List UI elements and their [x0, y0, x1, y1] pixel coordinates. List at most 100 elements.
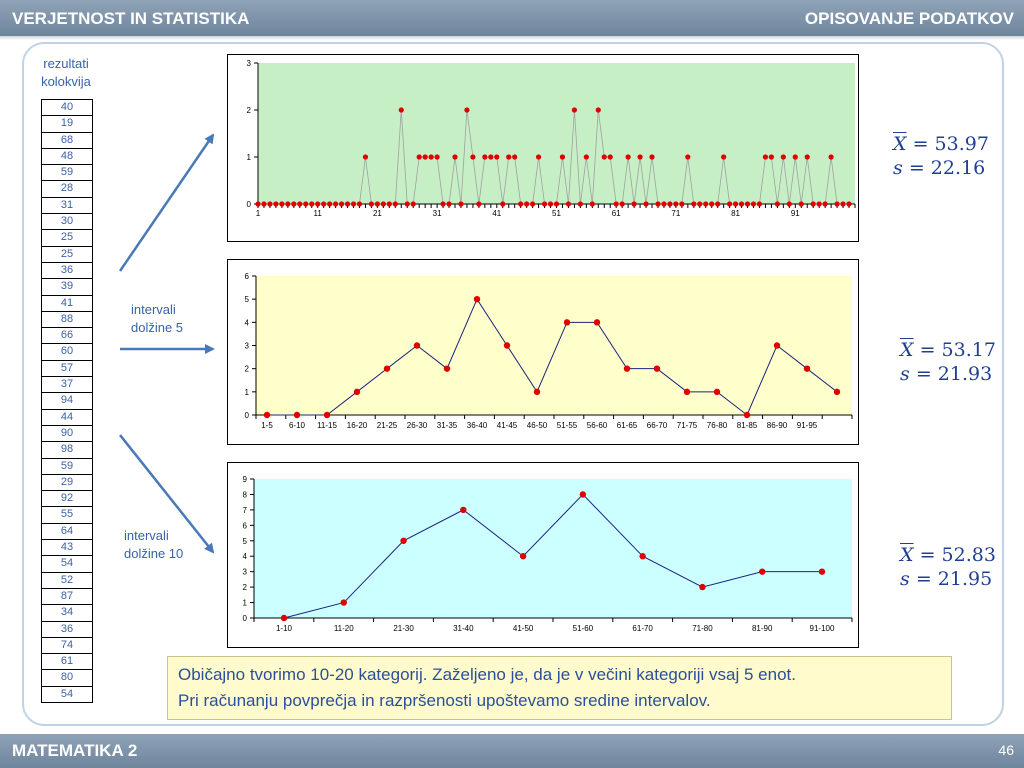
interval-5-chart-svg: 0 1 2 3 4 5 6 1-5 6-10 11-15 16-20 21-25 26-30 31-35 3… — [245, 272, 853, 430]
data-point — [293, 411, 301, 419]
x-tick-label: 6-10 — [289, 421, 306, 430]
x-tick-label: 81-90 — [752, 624, 773, 633]
bottom-bar: MATEMATIKA 2 46 — [0, 734, 1024, 768]
data-point — [494, 154, 500, 160]
result-cell: 43 — [42, 539, 92, 555]
mean-value-interval-10: = 52.83 — [919, 544, 996, 566]
y-tick-label: 4 — [243, 552, 248, 561]
course-title: VERJETNOST IN STATISTIKA — [12, 9, 250, 28]
x-tick-label: 51-60 — [573, 624, 594, 633]
y-tick-label: 1 — [247, 153, 252, 162]
sd-symbol-raw: s — [893, 157, 903, 179]
x-tick-label: 81 — [731, 209, 740, 218]
y-tick-label: 2 — [245, 365, 250, 374]
x-tick-label: 91-95 — [797, 421, 818, 430]
data-point — [512, 154, 518, 160]
result-cell: 54 — [42, 555, 92, 571]
section-title: OPISOVANJE PODATKOV — [804, 9, 1014, 28]
result-cell: 55 — [42, 506, 92, 522]
result-cell: 59 — [42, 457, 92, 474]
result-cell: 31 — [42, 196, 92, 213]
result-cell: 29 — [42, 473, 92, 490]
data-point — [643, 201, 649, 207]
series-line — [283, 493, 822, 619]
sd-value-interval-5: = 21.93 — [915, 363, 993, 385]
data-point — [623, 365, 631, 372]
intervals-5-label: intervali dolžine 5 — [131, 301, 183, 337]
data-point — [744, 201, 751, 207]
data-point — [460, 506, 467, 514]
data-point — [380, 201, 386, 207]
data-point — [828, 154, 834, 160]
x-tick-label: 46-50 — [527, 421, 548, 430]
data-point — [691, 201, 697, 207]
data-point — [667, 201, 673, 207]
y-tick-label: 1 — [243, 599, 248, 608]
result-cell: 44 — [42, 408, 92, 425]
x-tick-label: 86-90 — [767, 421, 788, 430]
result-cell: 37 — [42, 376, 92, 392]
x-tick-label: 51-55 — [557, 421, 578, 430]
x-tick-label: 61-65 — [617, 421, 638, 430]
data-point — [743, 411, 751, 419]
data-point — [803, 365, 811, 372]
data-point — [601, 154, 607, 160]
data-point — [750, 201, 757, 207]
x-tick-label: 16-20 — [347, 421, 368, 430]
intervals-5-label-line-1: intervali — [131, 302, 176, 317]
data-point — [440, 201, 446, 207]
result-cell: 60 — [42, 343, 92, 359]
top-title-bar: VERJETNOST IN STATISTIKA OPISOVANJE PODA… — [0, 0, 1024, 36]
data-point — [804, 154, 810, 160]
interval-10-chart-svg: 0 1 2 3 4 5 6 7 8 9 1-10 11-20 21-30 31-40 41-50 51-60 6… — [243, 475, 853, 633]
data-point — [374, 201, 380, 207]
series-line — [267, 298, 838, 416]
data-point — [607, 154, 613, 160]
data-point — [756, 201, 763, 207]
x-tick-label: 36-40 — [467, 421, 488, 430]
result-cell: 54 — [42, 685, 92, 702]
intervals-10-label-line-2: dolžine 10 — [124, 546, 184, 561]
data-point — [338, 201, 345, 207]
x-tick-label: 41-45 — [497, 421, 518, 430]
result-cell: 19 — [42, 115, 92, 131]
y-tick-label: 6 — [245, 272, 250, 281]
note-box: Običajno tvorimo 10-20 kategorij. Zaželj… — [167, 656, 952, 720]
result-cell: 61 — [42, 653, 92, 669]
sd-value-interval-10: = 21.95 — [915, 568, 993, 590]
x-tick-label: 61-70 — [632, 624, 653, 633]
result-cell: 41 — [42, 294, 92, 311]
intervals-5-label-line-2: dolžine 5 — [131, 320, 184, 335]
data-point — [655, 201, 661, 207]
data-point — [506, 154, 512, 160]
data-point — [285, 201, 291, 207]
data-point — [759, 568, 766, 575]
arrow-to-interval-10-chart — [119, 434, 215, 554]
raw-results-chart: 0 1 2 3 1 11 21 31 41 51 61 71 81 91 — [227, 54, 859, 242]
result-cell: 30 — [42, 213, 92, 229]
data-point — [443, 365, 451, 372]
result-cell: 92 — [42, 490, 92, 506]
data-point — [699, 583, 706, 591]
x-tick-label: 11-20 — [334, 624, 354, 633]
data-point — [631, 201, 637, 207]
data-point — [661, 201, 667, 207]
data-point — [398, 107, 404, 113]
data-point — [524, 201, 530, 207]
data-point — [303, 201, 309, 207]
data-point — [577, 201, 583, 207]
result-cell: 64 — [42, 522, 92, 539]
sd-value-raw: = 22.16 — [908, 157, 986, 179]
data-point — [446, 201, 452, 207]
data-point — [344, 201, 351, 207]
intervals-10-label-line-1: intervali — [124, 528, 169, 543]
y-tick-label: 9 — [243, 475, 248, 484]
data-point — [773, 342, 781, 349]
result-cell: 57 — [42, 359, 92, 376]
x-tick-label: 71-80 — [692, 624, 713, 633]
data-point — [613, 201, 619, 207]
y-tick-label: 5 — [245, 295, 250, 304]
plot-area — [254, 479, 852, 618]
